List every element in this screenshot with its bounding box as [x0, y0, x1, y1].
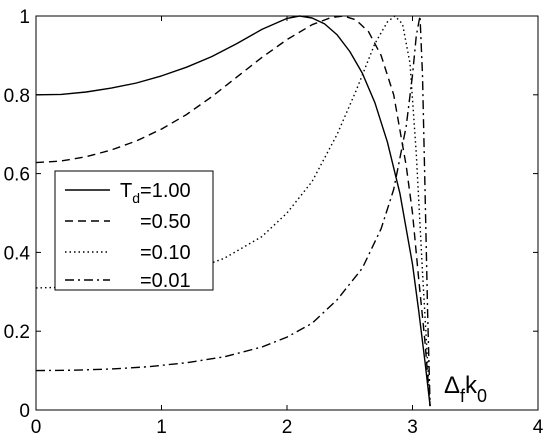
y-tick-label: 0.4	[4, 243, 31, 264]
series-line-2	[35, 15, 431, 407]
x-tick-label: 0	[31, 417, 42, 438]
series-line-1	[35, 15, 431, 407]
legend-label-4: =0.01	[140, 270, 191, 292]
legend-label-1: Td=1.00	[120, 180, 191, 206]
svg-text:Δfk0: Δfk0	[444, 372, 487, 406]
legend: Td=1.00 =0.50 =0.10 =0.01	[54, 170, 214, 292]
y-tick-label: 0.6	[4, 165, 30, 186]
legend-label-3: =0.10	[140, 242, 191, 264]
x-label-delta: Δ	[444, 372, 460, 399]
y-tick-label: 0.2	[4, 322, 30, 343]
x-tick-label: 2	[282, 417, 293, 438]
x-tick-label: 4	[533, 417, 544, 438]
y-tick-label: 0.8	[4, 86, 30, 107]
x-tick-label: 3	[407, 417, 418, 438]
x-label-k: k	[465, 372, 478, 399]
x-label-sub-f: f	[460, 386, 466, 406]
x-axis-label: Δfk0	[444, 372, 487, 406]
y-tick-label: 0	[19, 401, 30, 422]
y-tick-label: 1	[19, 7, 30, 28]
legend-label-2: =0.50	[140, 211, 191, 233]
x-label-sub-0: 0	[477, 386, 487, 406]
axis-ticks-group: 0 1 2 3 4 0 0.2 0.4 0.6 0.8 1	[4, 7, 544, 438]
legend-box	[54, 170, 214, 291]
x-tick-label: 1	[156, 417, 167, 438]
